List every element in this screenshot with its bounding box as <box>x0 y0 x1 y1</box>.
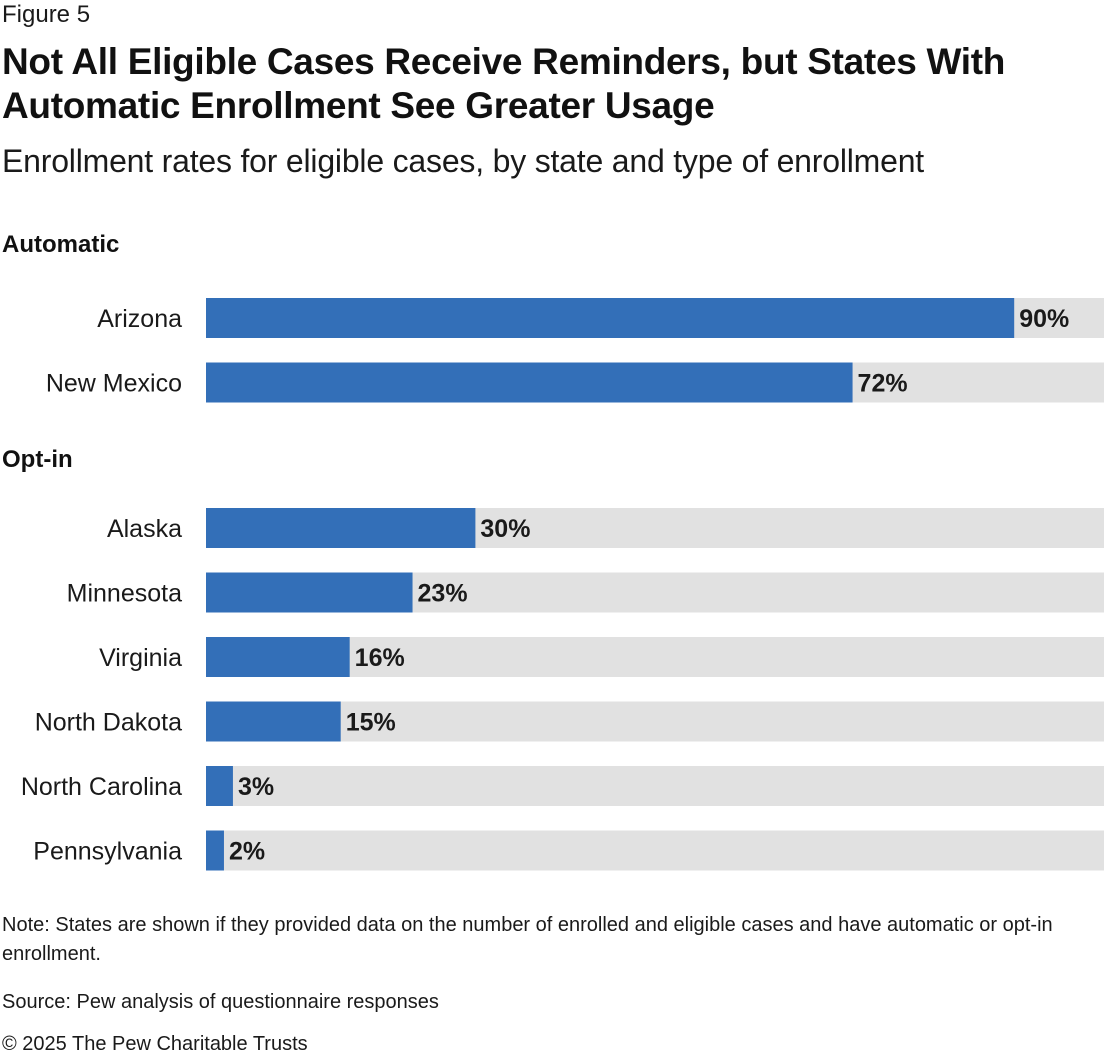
bar-pennsylvania <box>206 830 224 871</box>
bar-chart: Arizona 90% New Mexico 72% Alaska 30% Minnesot… <box>21 298 1104 871</box>
bar-alaska <box>206 508 476 548</box>
category-label-new-mexico: New Mexico <box>46 370 182 398</box>
chart-source: Source: Pew analysis of questionnaire re… <box>2 991 439 1013</box>
category-label-north-carolina: North Carolina <box>21 773 182 801</box>
value-label-arizona: 90% <box>1019 305 1069 333</box>
value-label-pennsylvania: 2% <box>229 838 265 866</box>
copyright-notice: © 2025 The Pew Charitable Trusts <box>2 1033 308 1055</box>
value-label-virginia: 16% <box>355 644 405 672</box>
bar-minnesota <box>206 572 413 613</box>
bar-north-dakota <box>206 701 341 742</box>
value-label-north-dakota: 15% <box>346 709 396 737</box>
group-label-opt-in: Opt-in <box>2 446 73 473</box>
bar-virginia <box>206 637 350 677</box>
category-label-virginia: Virginia <box>99 644 182 672</box>
category-label-alaska: Alaska <box>107 515 182 543</box>
value-label-north-carolina: 3% <box>238 773 274 801</box>
chart-note: Note: States are shown if they provided … <box>2 914 1053 965</box>
bar-north-carolina <box>206 766 233 806</box>
chart-subtitle: Enrollment rates for eligible cases, by … <box>2 143 924 179</box>
group-label-automatic: Automatic <box>2 231 120 258</box>
category-label-north-dakota: North Dakota <box>35 709 182 737</box>
value-label-alaska: 30% <box>480 515 530 543</box>
bar-track-pennsylvania <box>206 830 1104 871</box>
bar-track-north-carolina <box>206 766 1104 806</box>
bar-track-virginia <box>206 637 1104 677</box>
figure-label: Figure 5 <box>2 1 91 28</box>
category-label-arizona: Arizona <box>97 305 182 333</box>
bar-arizona <box>206 298 1015 338</box>
value-label-new-mexico: 72% <box>858 370 908 398</box>
category-label-pennsylvania: Pennsylvania <box>33 838 182 866</box>
bar-track-north-dakota <box>206 701 1104 742</box>
bar-new-mexico <box>206 362 853 403</box>
chart-title: Not All Eligible Cases Receive Reminders… <box>2 41 1006 126</box>
value-label-minnesota: 23% <box>418 580 468 608</box>
category-label-minnesota: Minnesota <box>67 580 182 608</box>
